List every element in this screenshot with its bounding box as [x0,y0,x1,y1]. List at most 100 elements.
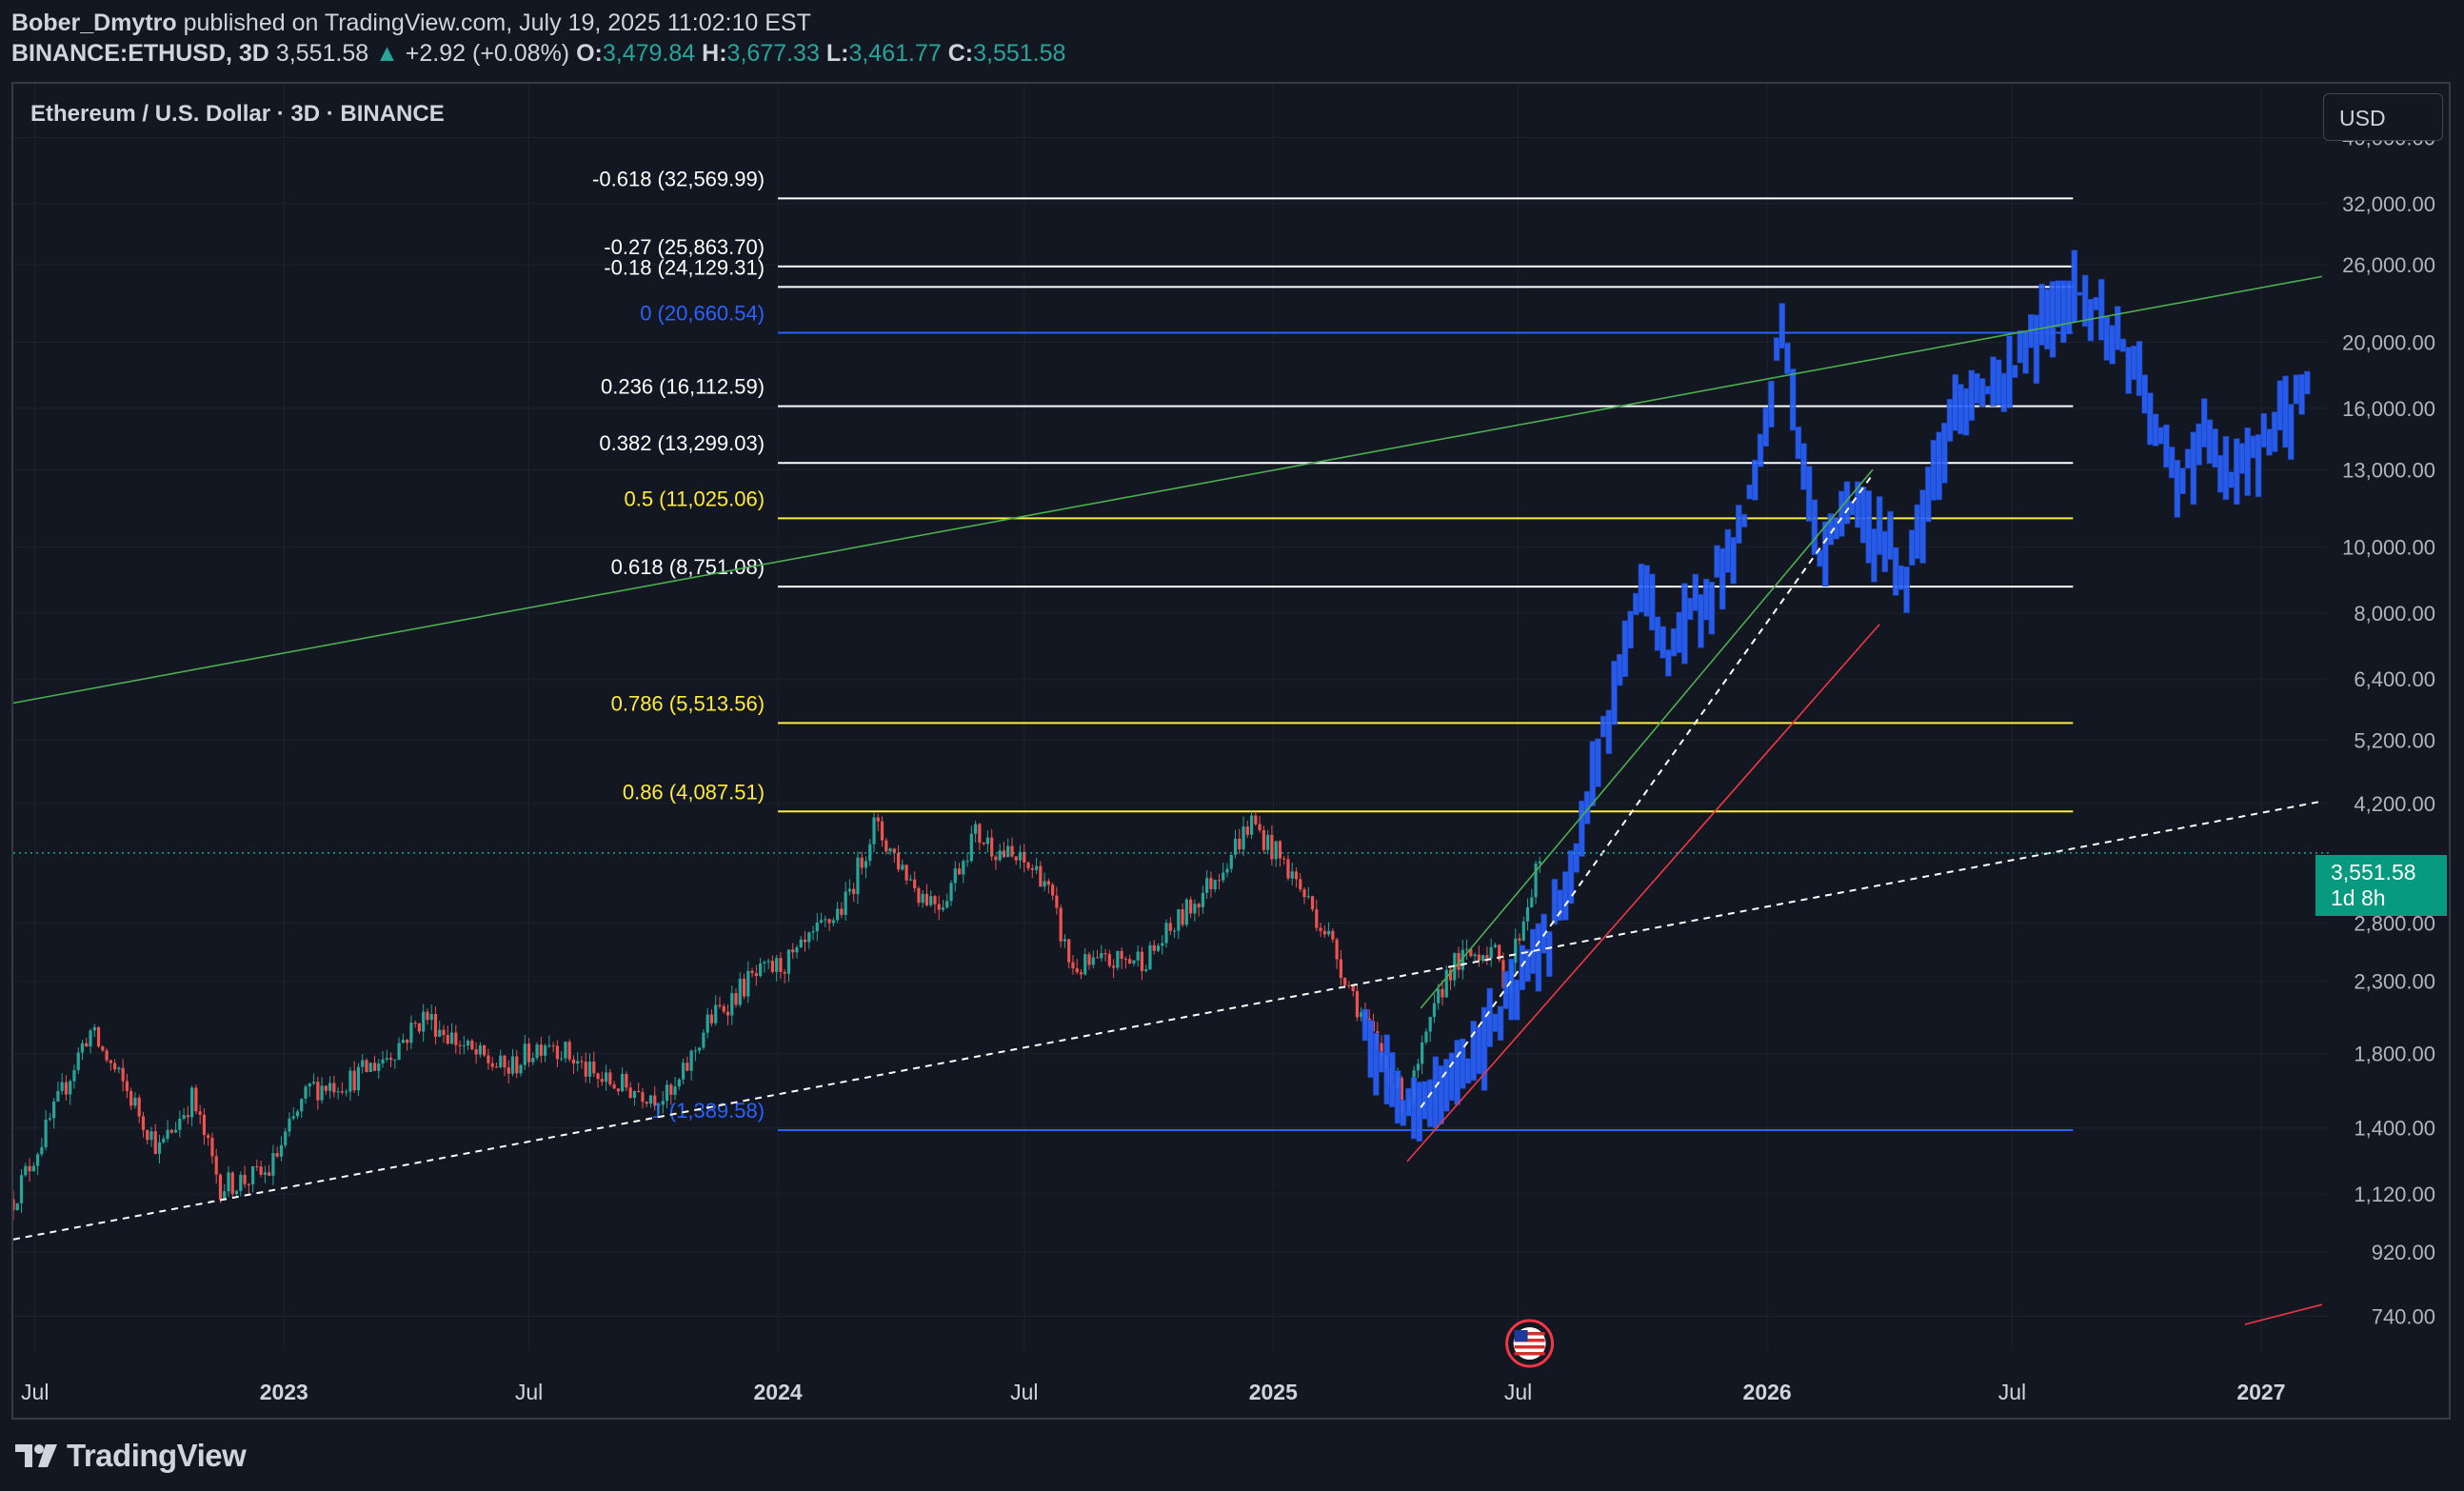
candle-body [783,971,786,974]
candle-body [361,1060,365,1067]
trendlines[interactable] [13,275,2329,1325]
projection-bar [1470,1021,1477,1082]
candle-body [1335,939,1339,960]
symbol-label[interactable]: BINANCE:ETHUSD, 3D [11,40,269,67]
candle-body [1156,945,1161,951]
candle-body [896,852,901,870]
projection-bar [2071,249,2078,323]
tradingview-logo[interactable]: TradingView [13,1437,247,1475]
candle-body [291,1116,295,1119]
projection-bar [1990,356,1997,407]
brand-name: TradingView [67,1438,247,1473]
chart-title: Ethereum / U.S. Dollar · 3D · BINANCE [30,101,445,127]
fib-level-label: 0 (20,660.54) [640,302,765,326]
candle-body [288,1118,291,1132]
projection-bar [2287,404,2295,461]
trendline-rally-channel-bottom [1406,624,1880,1163]
projection-bar [1881,530,1889,572]
projection-bar [2206,419,2214,465]
candle-body [645,1102,648,1104]
candle-body [937,904,941,910]
candle-body [478,1044,482,1055]
price-axis-label: 1,800.00 [2354,1043,2435,1066]
projection-bar [1638,563,1645,613]
projection-bar [1486,987,1494,1047]
candle-body [1530,897,1534,908]
candle-body [770,961,775,972]
candle-body [239,1174,243,1191]
projection-bar [1821,521,1829,586]
candle-body [1448,969,1453,981]
projection-bar [1740,513,1748,527]
time-axis-label: 2023 [260,1380,308,1404]
candle-body [519,1064,523,1074]
chart-area[interactable]: -0.618 (32,569.99) -0.27 (25,863.70) -0.18… [11,82,2451,1420]
candle-body [169,1129,173,1133]
projection-bar [1616,653,1623,686]
candle-body [864,861,868,868]
candle-body [348,1070,352,1092]
current-price-badge: 3,551.58 1d 8h [2315,855,2447,916]
projection-bar [1968,369,1976,421]
candle-body [1286,859,1290,879]
candle-body [535,1044,539,1058]
candle-body [1217,880,1222,882]
candle-body [1347,984,1351,986]
candle-body [1278,841,1282,859]
candle-body [702,1032,705,1048]
candle-body [775,958,779,972]
fibonacci-extension[interactable]: -0.618 (32,569.99) -0.27 (25,863.70)-0.18… [592,167,2074,1132]
candle-body [1498,944,1501,961]
candle-body [247,1183,250,1185]
candle-body [819,920,824,923]
projection-bar [1698,593,1704,648]
candle-body [365,1060,368,1072]
candle-body [844,891,847,915]
candle-body [856,857,860,895]
candle-body [625,1074,628,1088]
candle-body [44,1119,48,1147]
projection-bar [1811,499,1818,556]
candle-body [268,1172,271,1176]
candle-body [945,901,949,908]
candle-body [255,1166,259,1168]
candle-body [1063,939,1067,942]
price-chart[interactable]: -0.618 (32,569.99) -0.27 (25,863.70)-0.18… [13,84,2449,1418]
candle-body [738,979,742,1005]
candle-body [1209,878,1213,889]
time-axis[interactable]: Jul 2023 Jul 2024 Jul 2025 Jul 2026 Jul 2027 [21,1380,2285,1404]
candle-body [1034,865,1039,870]
candle-body [31,1165,35,1172]
candle-body [19,1175,24,1203]
price-axis-label: 13,000.00 [2342,458,2435,482]
projection-bar [2190,431,2197,506]
candle-body [1184,899,1188,925]
projection-bar [1762,407,1770,447]
candle-body [1172,930,1177,932]
candle-body [1355,991,1360,1018]
candle-body [1213,880,1217,889]
candle-body [182,1115,186,1119]
currency-button[interactable]: USD [2323,93,2443,141]
candle-body [1444,969,1448,998]
projection-bar [2077,291,2083,296]
candle-body [730,993,734,1016]
projection-bar [2065,280,2073,335]
candle-body [1489,946,1493,959]
event-markers[interactable] [1505,1319,1555,1368]
projection-bar [2097,278,2105,341]
candle-body [1018,851,1023,861]
flag-stripe [1514,1332,1545,1336]
candle-body [1380,1043,1383,1057]
candle-body [28,1165,31,1172]
projection-bar [2212,428,2218,468]
projection-bar [1378,1051,1385,1073]
candle-body [1087,954,1091,965]
candle-body [637,1090,641,1093]
candle-body [1201,892,1205,907]
candle-body [1095,957,1100,959]
candle-body [218,1174,223,1200]
projection-bar [2200,398,2208,447]
author-name[interactable]: Bober_Dmytro [11,10,177,36]
price-axis[interactable]: 40,000.0032,000.0026,000.0020,000.0016,0… [2342,127,2435,1329]
